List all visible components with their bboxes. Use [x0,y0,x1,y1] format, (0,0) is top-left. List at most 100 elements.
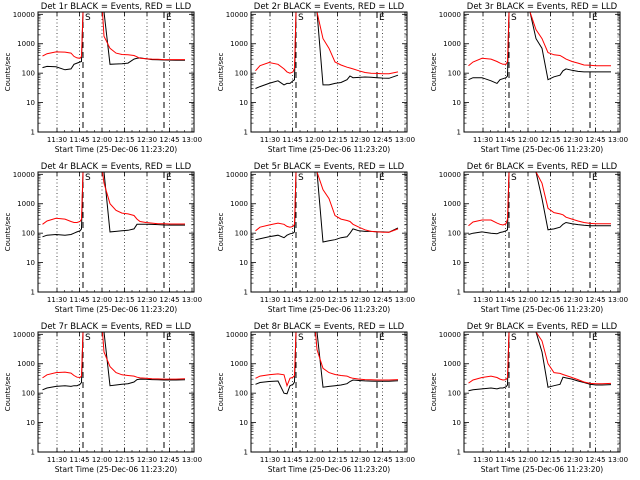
marker-label-E: E [592,333,598,343]
x-tick-label: 11:45 [282,136,302,144]
events-series-line [42,12,185,71]
x-tick-label: 11:30 [260,296,280,304]
lld-series-line [468,332,612,385]
y-tick-label: 100 [235,230,248,238]
x-tick-label: 12:00 [518,296,538,304]
events-series-line [42,332,186,391]
events-series-line [255,332,399,395]
y-tick-label: 1 [244,129,248,137]
events-series-line [255,172,399,243]
plot-frame [250,171,408,293]
y-tick-label: 10 [452,419,461,427]
x-tick-label: 11:30 [473,456,493,464]
x-tick-label: 12:30 [350,136,370,144]
events-series-line [42,172,185,238]
x-tick-label: 12:45 [159,456,179,464]
x-tick-label: 12:00 [305,136,325,144]
x-tick-label: 12:15 [540,136,560,144]
lld-series-line [255,332,399,388]
y-tick-label: 10000 [439,171,461,179]
panel-title: Det 4r BLACK = Events, RED = LLD [41,162,192,172]
panel-det-2: Det 2r BLACK = Events, RED = LLD Counts/s… [217,2,415,154]
panel-title: Det 7r BLACK = Events, RED = LLD [41,322,192,332]
x-axis-label: Start Time (25-Dec-06 11:23:20) [55,145,177,154]
panel-det-6: Det 6r BLACK = Events, RED = LLD Counts/s… [430,162,628,314]
plot-frame [250,11,408,133]
x-tick-label: 11:45 [495,296,515,304]
plot-frame [463,331,621,453]
x-tick-label: 11:30 [260,136,280,144]
x-tick-label: 12:45 [372,136,392,144]
x-tick-label: 13:00 [395,296,415,304]
x-tick-label: 11:30 [47,456,67,464]
x-tick-label: 12:00 [518,456,538,464]
y-axis-label: Counts/sec [430,53,438,92]
events-series-line [468,12,611,85]
x-tick-label: 12:15 [327,136,347,144]
y-tick-label: 10000 [226,331,248,339]
y-tick-label: 10 [452,99,461,107]
y-tick-label: 10000 [13,11,35,19]
x-tick-label: 12:45 [159,296,179,304]
x-tick-label: 12:30 [350,296,370,304]
panel-title: Det 8r BLACK = Events, RED = LLD [254,322,405,332]
y-axis-label: Counts/sec [217,213,225,252]
x-tick-label: 12:30 [137,136,157,144]
marker-label-E: E [379,173,385,183]
y-tick-label: 10 [239,99,248,107]
y-tick-label: 10000 [439,11,461,19]
y-axis-label: Counts/sec [430,213,438,252]
x-tick-label: 12:15 [327,296,347,304]
y-tick-label: 1000 [17,40,35,48]
y-tick-label: 10 [452,259,461,267]
x-axis-label: Start Time (25-Dec-06 11:23:20) [268,145,390,154]
x-tick-label: 11:45 [69,136,89,144]
panel-det-7: Det 7r BLACK = Events, RED = LLD Counts/s… [4,322,202,474]
y-tick-label: 1000 [17,360,35,368]
y-tick-label: 1000 [230,40,248,48]
y-tick-label: 10000 [226,171,248,179]
y-tick-label: 1000 [230,360,248,368]
x-tick-label: 12:15 [327,456,347,464]
x-tick-label: 12:45 [159,136,179,144]
marker-label-E: E [379,13,385,23]
y-tick-label: 100 [22,390,35,398]
y-tick-label: 1 [457,289,461,297]
x-tick-label: 12:30 [137,296,157,304]
panel-title: Det 6r BLACK = Events, RED = LLD [467,162,618,172]
x-tick-label: 11:45 [282,456,302,464]
x-tick-label: 12:00 [92,296,112,304]
x-tick-label: 11:30 [47,136,67,144]
x-tick-label: 12:30 [350,456,370,464]
y-axis-label: Counts/sec [4,373,12,412]
marker-label-S: S [511,333,517,343]
y-tick-label: 10 [26,259,35,267]
y-axis-label: Counts/sec [217,373,225,412]
marker-label-S: S [298,333,304,343]
plot-frame [37,331,195,453]
x-tick-label: 12:15 [114,456,134,464]
y-tick-label: 100 [235,390,248,398]
panel-title: Det 1r BLACK = Events, RED = LLD [41,2,192,12]
marker-label-E: E [592,173,598,183]
panel-det-8: Det 8r BLACK = Events, RED = LLD Counts/s… [217,322,415,474]
x-tick-label: 11:30 [473,296,493,304]
marker-label-E: E [379,333,385,343]
y-tick-label: 100 [235,70,248,78]
panel-title: Det 9r BLACK = Events, RED = LLD [467,322,618,332]
x-tick-label: 11:30 [47,296,67,304]
y-axis-label: Counts/sec [4,53,12,92]
y-tick-label: 10 [26,99,35,107]
events-series-line [255,12,399,89]
x-tick-label: 12:00 [305,296,325,304]
plot-frame [37,11,195,133]
lld-series-line [42,12,185,61]
x-tick-label: 13:00 [608,456,628,464]
marker-label-E: E [166,13,172,23]
y-tick-label: 1 [31,449,35,457]
y-tick-label: 1 [31,129,35,137]
y-tick-label: 1 [457,129,461,137]
panel-title: Det 2r BLACK = Events, RED = LLD [254,2,405,12]
x-axis-label: Start Time (25-Dec-06 11:23:20) [268,465,390,474]
y-tick-label: 1 [244,289,248,297]
